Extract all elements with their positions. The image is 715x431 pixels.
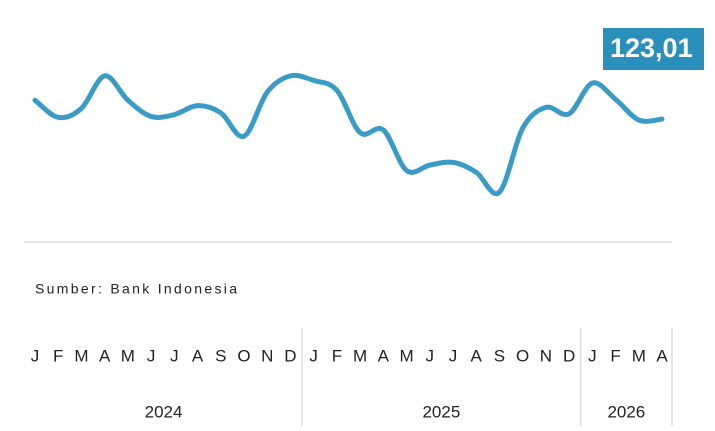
- value-label: 123,01: [610, 33, 693, 63]
- x-tick-label: M: [353, 346, 367, 365]
- x-tick-label: M: [632, 346, 646, 365]
- x-tick-label: D: [563, 346, 575, 365]
- x-tick-label: J: [449, 346, 458, 365]
- x-tick-label: O: [237, 346, 250, 365]
- value-label-box: [603, 28, 704, 70]
- x-tick-label: A: [471, 346, 483, 365]
- x-tick-label: A: [192, 346, 204, 365]
- x-tick-label: J: [588, 346, 597, 365]
- x-tick-label: J: [170, 346, 179, 365]
- line: [32, 72, 665, 197]
- x-tick-label: N: [261, 346, 273, 365]
- x-tick-label: M: [399, 346, 413, 365]
- x-tick-label: A: [99, 346, 111, 365]
- x-tick-label: S: [494, 346, 505, 365]
- x-tick-label: N: [540, 346, 552, 365]
- x-tick-label: J: [31, 346, 40, 365]
- x-tick-label: D: [284, 346, 296, 365]
- x-tick-label: F: [610, 346, 620, 365]
- x-tick-label: J: [309, 346, 318, 365]
- x-tick-label: A: [378, 346, 390, 365]
- x-tick-label: J: [147, 346, 156, 365]
- year-label: 2026: [607, 402, 645, 421]
- source: Sumber: Bank Indonesia: [35, 281, 237, 297]
- x-tick-label: O: [516, 346, 529, 365]
- x-tick-label: F: [53, 346, 63, 365]
- x-tick-label: S: [215, 346, 226, 365]
- x-tick-label: M: [121, 346, 135, 365]
- year-label: 2024: [145, 402, 183, 421]
- x-tick-label: J: [426, 346, 435, 365]
- x-tick-label: F: [332, 346, 342, 365]
- year-label: 2025: [422, 402, 460, 421]
- x-tick-label: M: [74, 346, 88, 365]
- x-tick-label: A: [656, 346, 668, 365]
